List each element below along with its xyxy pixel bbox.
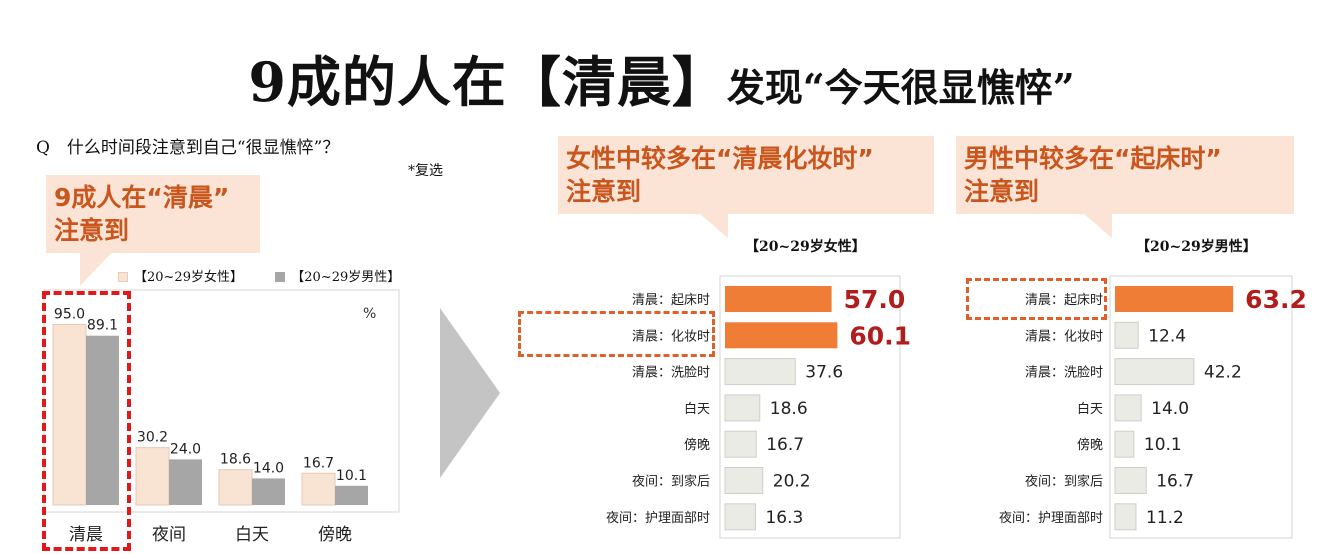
callout-female-line1: 女性中较多在“清晨化妆时”: [566, 144, 874, 173]
legend-female-swatch: [118, 272, 128, 282]
category-label-3: 傍晚: [318, 525, 352, 545]
male-chart-bar-2: [1114, 358, 1195, 386]
female-bar-chart: 清晨：起床时 57.0 清晨：化妆时 60.1 清晨：洗脸时 37.6 白天 18.6 傍晚 16…: [606, 275, 911, 539]
male-bar-chart: 清晨：起床时 63.2 清晨：化妆时 12.4 清晨：洗脸时 42.2 白天 14.0 傍晚 10…: [999, 275, 1307, 539]
female-chart-value-2: 37.6: [805, 363, 843, 383]
male-chart-value-1: 12.4: [1148, 326, 1186, 346]
male-chart-category-1: 清晨：化妆时: [1025, 329, 1103, 344]
left-bar-chart: % 95.089.1 清晨 30.224.0 夜间 18.614.0 白天 16.710.1 傍…: [43, 289, 400, 545]
male-chart-value-6: 11.2: [1146, 508, 1184, 528]
callout-male: 男性中较多在“起床时” 注意到: [956, 136, 1294, 214]
callout-female-line2: 注意到: [566, 177, 642, 206]
female-chart-category-1: 清晨：化妆时: [632, 329, 710, 344]
female-chart-value-5: 20.2: [773, 472, 811, 492]
male-chart-bar-6: [1114, 503, 1137, 531]
female-chart-value-0: 57.0: [844, 285, 906, 314]
callout-male-tail: [1084, 214, 1112, 238]
bar-male-3: [335, 485, 368, 505]
female-chart-bar-2: [724, 358, 796, 386]
bar-female-0: [52, 324, 87, 506]
male-chart-bar-3: [1114, 394, 1142, 422]
title-sub: 发现“今天很显憔悴”: [726, 65, 1075, 110]
callout-left: 9成人在“清晨” 注意到: [46, 175, 260, 253]
category-label-1: 夜间: [152, 525, 186, 545]
callout-left-tail: [80, 250, 114, 286]
male-chart-bar-4: [1114, 430, 1135, 458]
female-chart-bar-0: [725, 286, 832, 312]
male-chart-category-2: 清晨：洗脸时: [1025, 366, 1103, 381]
legend-female-label: 【20~29岁女性】: [134, 270, 243, 285]
arrow-right-icon: [440, 308, 500, 478]
male-chart-value-4: 10.1: [1144, 435, 1182, 455]
multi-select-note: *复选: [408, 163, 443, 179]
bar-label-male-3: 10.1: [336, 468, 367, 484]
female-chart-category-5: 夜间：到家后: [632, 474, 710, 490]
male-chart-category-6: 夜间：护理面部时: [999, 511, 1103, 526]
bar-male-1: [169, 459, 202, 505]
bar-male-0: [86, 335, 119, 505]
category-label-2: 白天: [235, 525, 269, 545]
callout-male-line1: 男性中较多在“起床时”: [964, 144, 1222, 173]
callout-male-line2: 注意到: [964, 177, 1040, 206]
highlight-morning-box: [42, 291, 131, 551]
male-chart-category-0: 清晨：起床时: [1025, 293, 1103, 308]
male-chart-bar-0: [1115, 286, 1234, 312]
bar-female-1: [135, 447, 170, 506]
male-chart-value-3: 14.0: [1151, 399, 1189, 419]
category-label-0: 清晨: [69, 525, 103, 545]
highlight-wakeup-box: [966, 278, 1107, 320]
legend-male-label: 【20~29岁男性】: [291, 270, 401, 285]
male-chart-category-5: 夜间：到家后: [1025, 474, 1103, 490]
highlight-makeup-box: [518, 311, 715, 357]
bar-male-2: [252, 478, 285, 505]
male-chart-frame: [1109, 275, 1293, 539]
page-title: 9成的人在【清晨】发现“今天很显憔悴”: [0, 38, 1323, 117]
female-chart-category-6: 夜间：护理面部时: [606, 511, 710, 526]
callout-female: 女性中较多在“清晨化妆时” 注意到: [558, 136, 934, 214]
legend-male-swatch: [275, 272, 286, 282]
callout-left-line1: 9成人在“清晨”: [54, 183, 230, 212]
bar-label-male-2: 14.0: [253, 460, 284, 476]
bar-label-female-1: 30.2: [137, 430, 168, 446]
female-chart-bar-1: [725, 322, 838, 349]
female-chart-value-1: 60.1: [849, 321, 911, 350]
bar-female-3: [301, 472, 336, 506]
male-chart-value-0: 63.2: [1245, 285, 1307, 314]
female-chart-value-4: 16.7: [766, 435, 804, 455]
female-chart-value-6: 16.3: [765, 508, 803, 528]
female-chart-category-0: 清晨：起床时: [632, 293, 710, 308]
male-chart-value-2: 42.2: [1204, 363, 1242, 383]
bar-label-male-1: 24.0: [170, 441, 201, 457]
female-chart-bar-6: [724, 503, 756, 531]
female-chart-bar-3: [724, 394, 761, 422]
male-chart-value-5: 16.7: [1156, 472, 1194, 492]
female-chart-frame: [719, 275, 901, 539]
male-chart-category-4: 傍晚: [1077, 437, 1103, 453]
female-panel-title: 【20~29岁女性】: [745, 239, 866, 255]
male-panel-title: 【20~29岁男性】: [1136, 239, 1257, 255]
male-chart-bar-1: [1114, 321, 1139, 349]
bar-female-2: [218, 469, 253, 506]
female-chart-category-4: 傍晚: [684, 437, 710, 453]
male-chart-category-3: 白天: [1077, 401, 1103, 417]
female-chart-bar-4: [724, 430, 757, 458]
left-chart-unit: %: [363, 306, 376, 322]
question-text: Q 什么时间段注意到自己“很显憔悴”？: [36, 138, 340, 158]
title-main: 9成的人在【清晨】: [248, 50, 727, 114]
male-chart-bar-5: [1114, 467, 1147, 494]
bar-label-female-2: 18.6: [220, 452, 251, 468]
female-chart-value-3: 18.6: [770, 399, 808, 419]
bar-label-female-0: 95.0: [54, 307, 85, 323]
female-chart-category-2: 清晨：洗脸时: [632, 366, 710, 381]
left-chart-legend: 【20~29岁女性】 【20~29岁男性】: [118, 266, 400, 285]
callout-female-tail: [700, 214, 728, 238]
female-chart-bar-5: [724, 467, 764, 494]
bar-label-male-0: 89.1: [87, 318, 118, 334]
female-chart-category-3: 白天: [684, 401, 710, 417]
bar-label-female-3: 16.7: [303, 455, 334, 471]
callout-left-line2: 注意到: [54, 216, 130, 245]
